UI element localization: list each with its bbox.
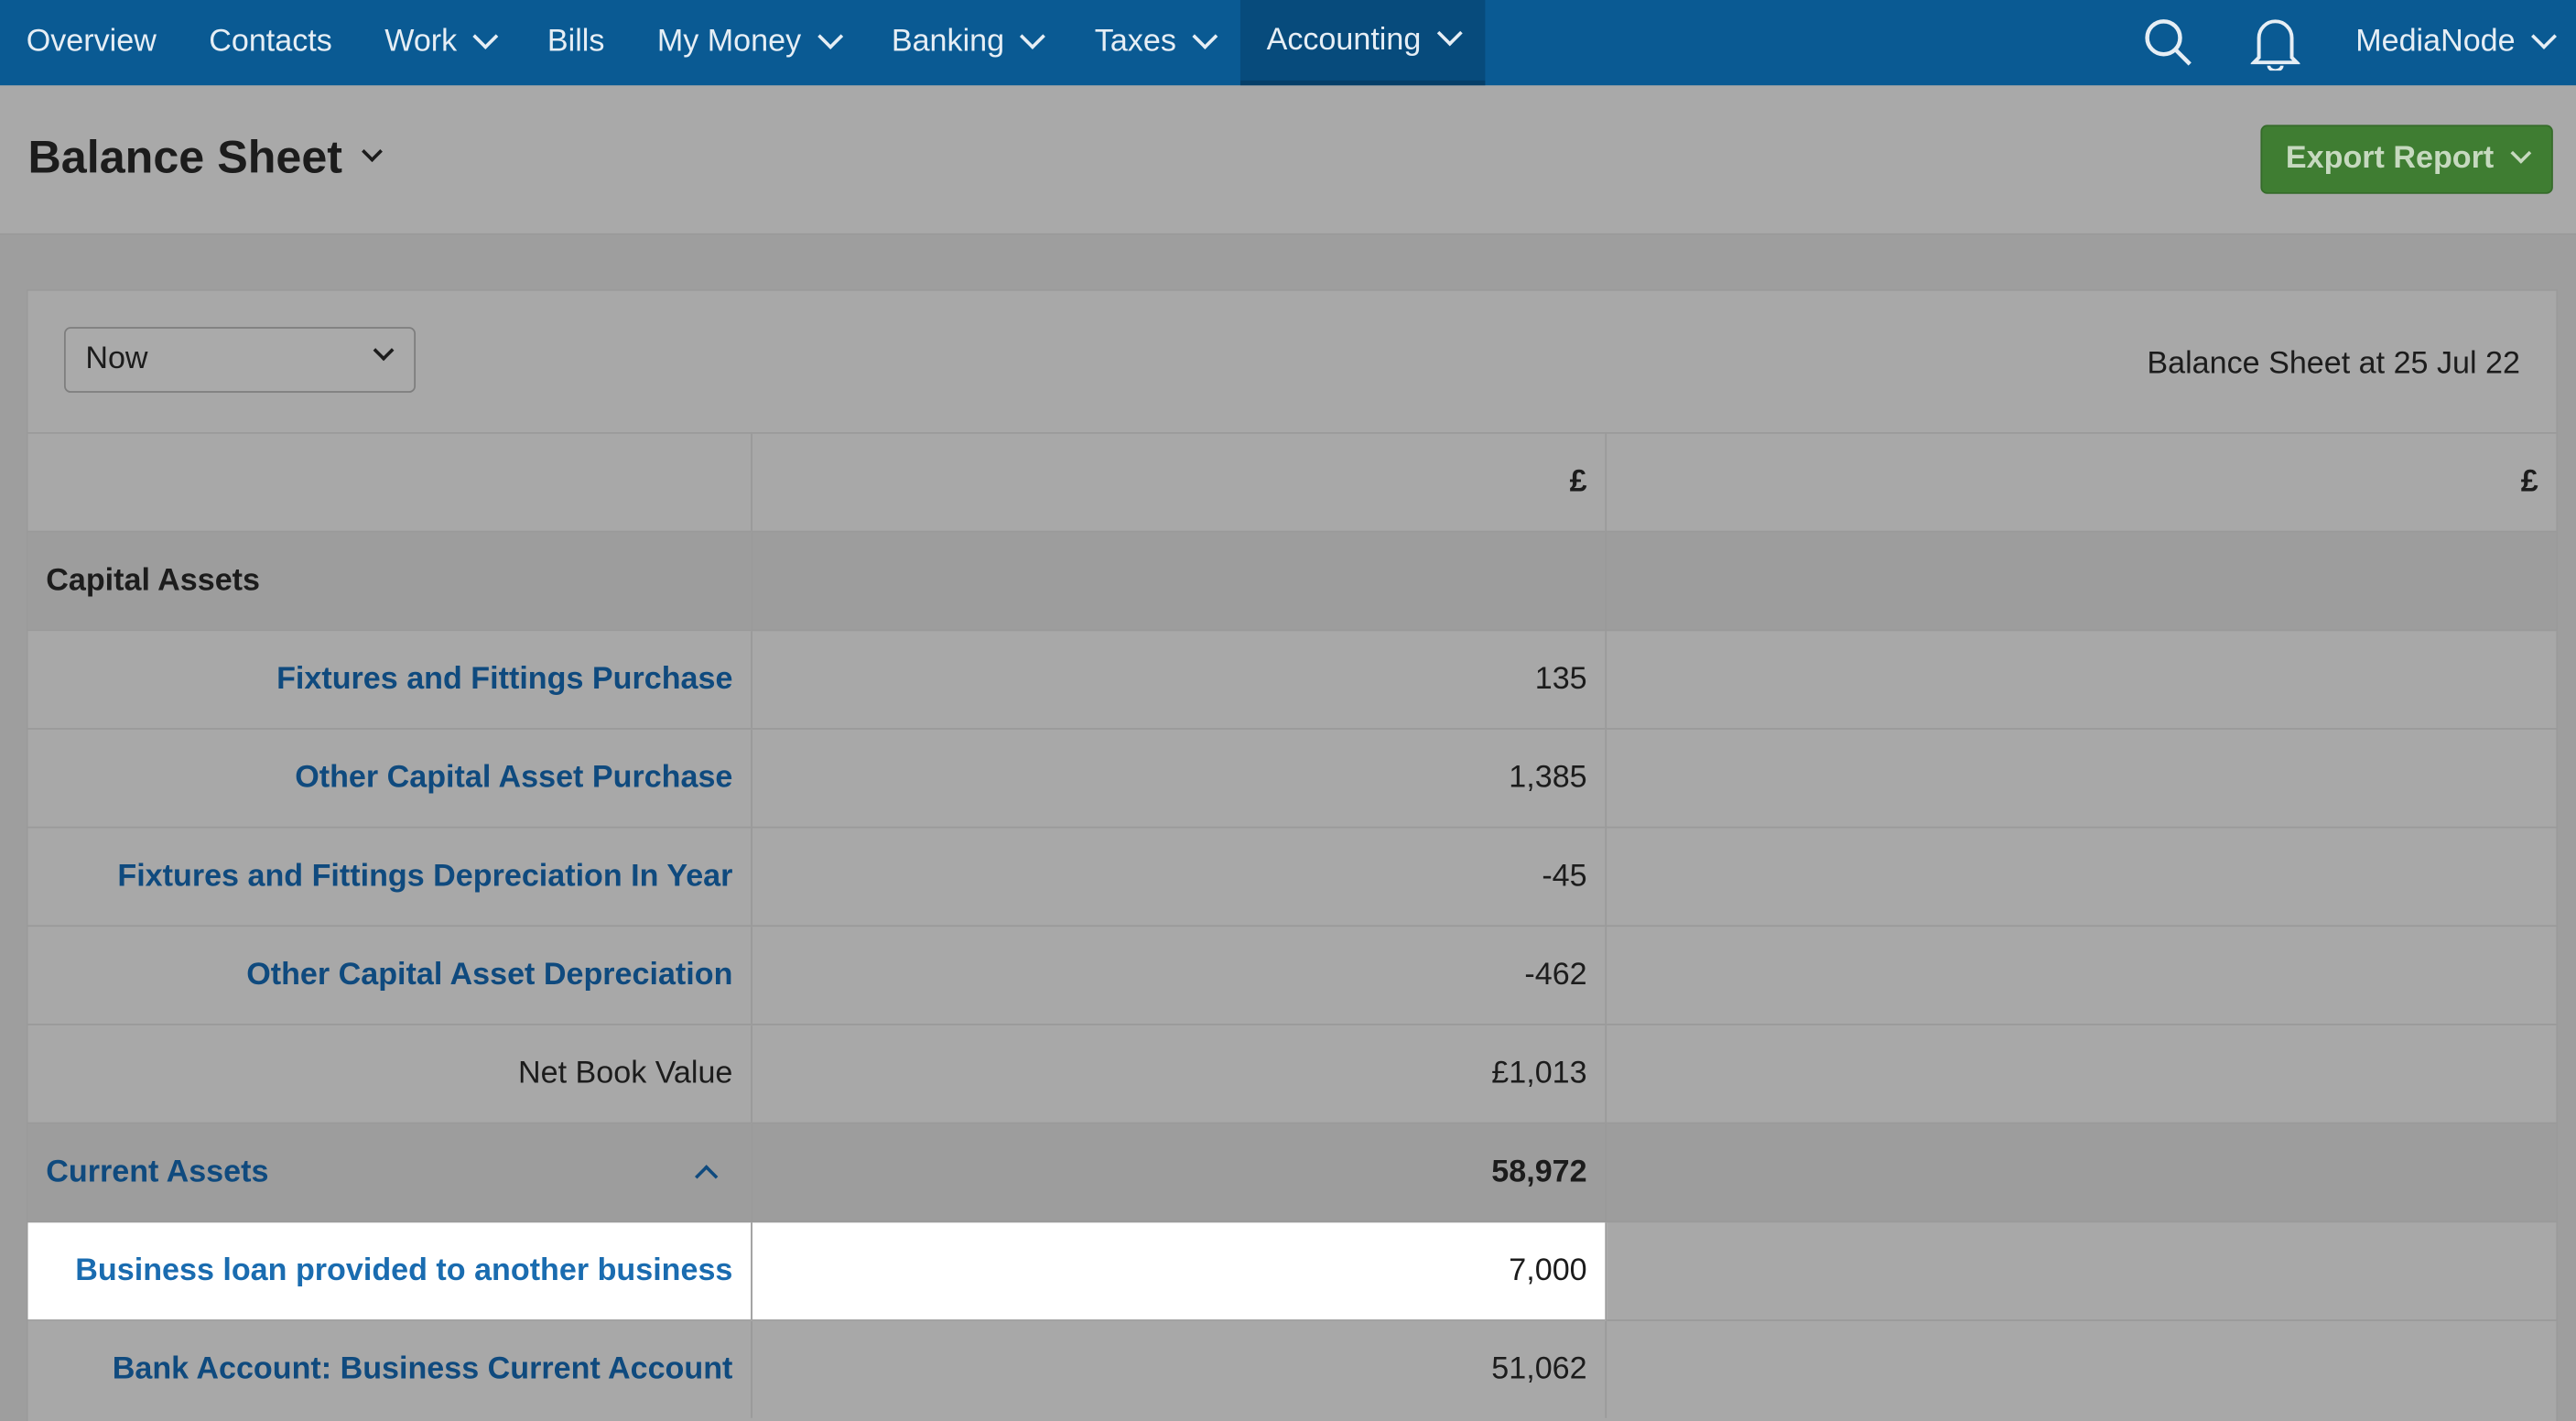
column-header: £ [1606,431,2557,532]
select-value: Now [85,342,148,376]
value-cell: -462 [752,925,1607,1025]
nav-label: Taxes [1094,24,1176,60]
title-text: Balance Sheet [27,131,343,183]
nav-label: My Money [656,24,802,60]
empty-cell [1606,629,2557,729]
nav-label: Accounting [1266,22,1422,57]
label-cell: Net Book Value [27,1024,752,1123]
user-menu[interactable]: MediaNode [2355,0,2557,85]
empty-cell [1606,1220,2557,1320]
row-value: -462 [1524,957,1587,993]
row-label[interactable]: Bank Account: Business Current Account [112,1351,733,1386]
nav-item[interactable]: Work [359,0,522,85]
label-cell: Other Capital Asset Depreciation [27,925,752,1025]
empty-cell [1606,1024,2557,1123]
top-nav: Overview Contacts Work Bills My Money Ba… [0,0,2576,86]
cell [27,431,752,532]
value-cell: 7,000 [752,1220,1607,1320]
row-value: £1,013 [1491,1056,1587,1090]
nav-label: Contacts [209,24,332,60]
value-cell: 58,972 [752,1122,1607,1222]
value-cell [752,530,1607,631]
label-cell: Capital Assets [27,530,752,631]
value-cell: -45 [752,826,1607,927]
row-label: Net Book Value [517,1056,733,1090]
nav-right: MediaNode [2142,0,2557,85]
page-header: Balance Sheet Export Report [0,85,2576,235]
table-row: Capital Assets [27,530,2557,631]
balance-table: £ £ Capital Assets Fixtures and Fittings P… [27,431,2557,1418]
header-row: £ £ [27,431,2557,532]
table-row: Business loan provided to another busine… [27,1220,2557,1320]
value-cell: £1,013 [752,1024,1607,1123]
nav-item[interactable]: Accounting [1239,0,1486,86]
row-value: 51,062 [1491,1351,1587,1386]
row-label[interactable]: Business loan provided to another busine… [75,1253,733,1288]
nav-item[interactable]: Banking [865,0,1068,85]
empty-cell [1606,826,2557,927]
nav-item[interactable]: Overview [0,0,183,85]
nav-item[interactable]: Bills [521,0,631,85]
value-cell: 135 [752,629,1607,729]
value-cell: 1,385 [752,728,1607,828]
label-cell: Other Capital Asset Purchase [27,728,752,828]
search-icon[interactable] [2142,16,2194,69]
row-label[interactable]: Fixtures and Fittings Purchase [276,661,733,697]
row-value: -45 [1542,858,1587,894]
table-body: £ £ Capital Assets Fixtures and Fittings P… [27,431,2557,1418]
label-cell: Current Assets [27,1122,752,1222]
collapse-icon[interactable] [695,1165,719,1188]
empty-cell [1606,925,2557,1025]
user-name: MediaNode [2355,24,2516,60]
bell-icon[interactable] [2250,15,2300,71]
nav-label: Work [384,24,458,60]
report-caption: Balance Sheet at 25 Jul 22 [2147,346,2520,382]
row-label: Capital Assets [46,562,261,598]
row-label[interactable]: Current Assets [46,1154,269,1189]
empty-cell [1606,728,2557,828]
empty-cell [1606,1122,2557,1222]
label-cell: Fixtures and Fittings Purchase [27,629,752,729]
column-header: £ [752,431,1607,532]
nav-label: Bills [547,24,605,60]
nav-item[interactable]: Taxes [1068,0,1240,85]
row-value: 58,972 [1491,1154,1587,1189]
label-cell: Bank Account: Business Current Account [27,1319,752,1418]
row-label[interactable]: Fixtures and Fittings Depreciation In Ye… [117,858,733,894]
period-select[interactable]: Now [63,327,417,393]
value-cell: 51,062 [752,1319,1607,1418]
export-button[interactable]: Export Report [2260,125,2553,194]
table-row: Bank Account: Business Current Account 51… [27,1319,2557,1418]
nav-label: Overview [26,24,157,60]
table-row: Net Book Value £1,013 [27,1024,2557,1123]
table-row: Other Capital Asset Depreciation -462 [27,925,2557,1025]
nav-item[interactable]: My Money [631,0,865,85]
row-value: 1,385 [1509,760,1587,795]
nav-item[interactable]: Contacts [183,0,359,85]
table-row: Fixtures and Fittings Purchase 135 [27,629,2557,729]
nav-label: Banking [891,24,1005,60]
label-cell: Fixtures and Fittings Depreciation In Ye… [27,826,752,927]
report-card: Now Balance Sheet at 25 Jul 22 £ £ Capita… [26,288,2559,1421]
empty-cell [1606,530,2557,631]
page-title[interactable]: Balance Sheet [27,131,384,184]
row-label[interactable]: Other Capital Asset Depreciation [246,957,733,993]
table-row: Current Assets 58,972 [27,1122,2557,1222]
empty-cell [1606,1319,2557,1418]
row-label[interactable]: Other Capital Asset Purchase [295,760,733,795]
table-row: Other Capital Asset Purchase 1,385 [27,728,2557,828]
export-label: Export Report [2285,141,2495,177]
row-value: 7,000 [1509,1253,1587,1288]
table-row: Fixtures and Fittings Depreciation In Ye… [27,826,2557,927]
label-cell: Business loan provided to another busine… [27,1220,752,1320]
row-value: 135 [1534,661,1587,697]
